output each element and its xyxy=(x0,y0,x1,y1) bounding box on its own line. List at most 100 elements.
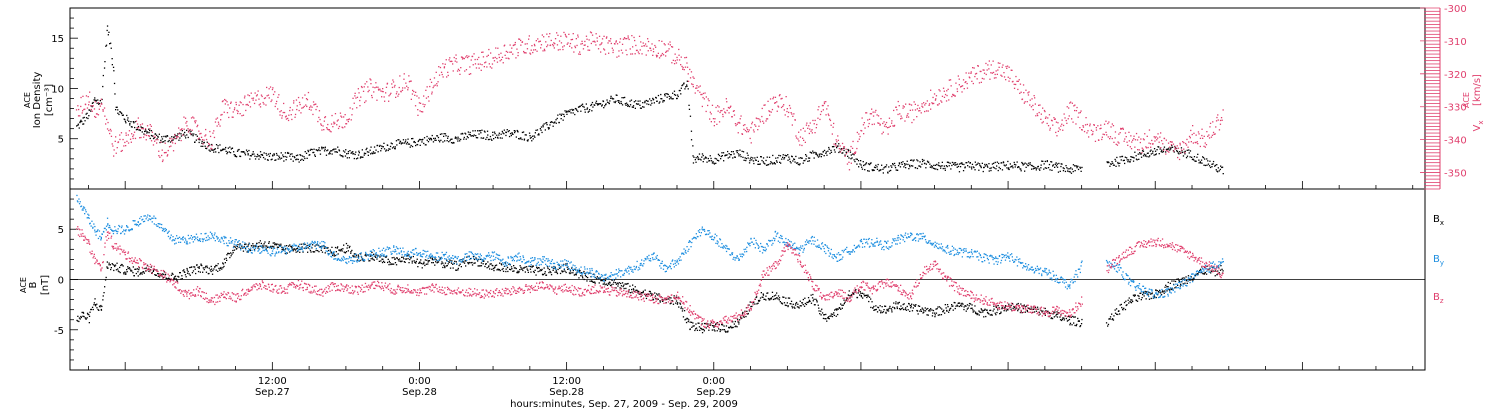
density-point xyxy=(304,158,305,159)
density-point xyxy=(940,166,941,167)
bx-point xyxy=(180,272,181,273)
bx-point xyxy=(374,260,375,261)
bx-point xyxy=(1037,309,1038,310)
bx-point xyxy=(1059,316,1060,317)
density-point xyxy=(587,107,588,108)
vx-point xyxy=(1202,138,1203,139)
density-point xyxy=(807,161,808,162)
vx-point xyxy=(1200,146,1201,147)
vx-point xyxy=(967,83,968,84)
density-point xyxy=(160,140,161,141)
bx-point xyxy=(1020,303,1021,304)
bx-point xyxy=(668,298,669,299)
density-point xyxy=(199,142,200,143)
vx-point xyxy=(795,119,796,120)
bx-point xyxy=(341,249,342,250)
bx-point xyxy=(586,280,587,281)
density-point xyxy=(500,137,501,138)
vx-point xyxy=(905,104,906,105)
vx-point xyxy=(153,135,154,136)
vx-point xyxy=(969,77,970,78)
density-point xyxy=(1141,157,1142,158)
bx-point xyxy=(1066,318,1067,319)
density-point xyxy=(167,136,168,137)
vx-point xyxy=(1101,139,1102,140)
bx-point xyxy=(718,328,719,329)
bx-point xyxy=(334,254,335,255)
vx-point xyxy=(519,39,520,40)
density-point xyxy=(373,151,374,152)
density-point xyxy=(546,122,547,123)
vx-point xyxy=(408,75,409,76)
vx-point xyxy=(1045,116,1046,117)
bx-point xyxy=(627,283,628,284)
bx-point xyxy=(113,270,114,271)
density-point xyxy=(263,157,264,158)
vx-point xyxy=(816,127,817,128)
bx-point xyxy=(189,267,190,268)
density-point xyxy=(282,154,283,155)
vx-point xyxy=(309,109,310,110)
bx-point xyxy=(603,284,604,285)
density-point xyxy=(784,157,785,158)
bx-point xyxy=(109,263,110,264)
bx-point xyxy=(736,326,737,327)
density-point xyxy=(1146,156,1147,157)
vx-point xyxy=(541,44,542,45)
vx-point xyxy=(959,84,960,85)
bx-point xyxy=(461,266,462,267)
vx-point xyxy=(131,142,132,143)
density-point xyxy=(857,159,858,160)
bx-point xyxy=(181,275,182,276)
bottom-y-tick-label: 5 xyxy=(58,225,64,236)
bx-point xyxy=(1145,291,1146,292)
density-point xyxy=(589,109,590,110)
density-point xyxy=(709,160,710,161)
vx-point xyxy=(848,162,849,163)
density-point xyxy=(700,159,701,160)
vx-point xyxy=(806,123,807,124)
vx-point xyxy=(662,53,663,54)
vx-point xyxy=(764,104,765,105)
vx-point xyxy=(1124,141,1125,142)
bx-point xyxy=(251,245,252,246)
vx-point xyxy=(1006,68,1007,69)
vx-point xyxy=(1150,147,1151,148)
bx-point xyxy=(285,248,286,249)
density-point xyxy=(905,167,906,168)
density-point xyxy=(780,163,781,164)
density-point xyxy=(427,140,428,141)
density-point xyxy=(787,154,788,155)
vx-point xyxy=(488,55,489,56)
vx-point xyxy=(1068,118,1069,119)
density-point xyxy=(764,163,765,164)
bx-point xyxy=(1128,302,1129,303)
vx-point xyxy=(772,109,773,110)
density-point xyxy=(126,115,127,116)
vx-point xyxy=(483,56,484,57)
bx-point xyxy=(447,265,448,266)
vx-point xyxy=(358,88,359,89)
vx-point xyxy=(654,45,655,46)
bx-point xyxy=(1142,297,1143,298)
bx-point xyxy=(984,309,985,310)
density-point xyxy=(445,133,446,134)
vx-point xyxy=(377,87,378,88)
vx-point xyxy=(767,101,768,102)
vx-point xyxy=(557,35,558,36)
vx-point xyxy=(799,144,800,145)
bx-point xyxy=(596,278,597,279)
vx-point xyxy=(1219,129,1220,130)
vx-point xyxy=(434,77,435,78)
density-point xyxy=(944,166,945,167)
vx-point xyxy=(190,129,191,130)
density-point xyxy=(405,141,406,142)
density-point xyxy=(1162,152,1163,153)
bx-point xyxy=(88,314,89,315)
vx-point xyxy=(639,36,640,37)
vx-point xyxy=(392,87,393,88)
vx-point xyxy=(1152,143,1153,144)
bx-point xyxy=(966,311,967,312)
density-point xyxy=(451,142,452,143)
density-point xyxy=(794,161,795,162)
